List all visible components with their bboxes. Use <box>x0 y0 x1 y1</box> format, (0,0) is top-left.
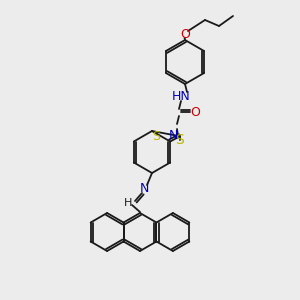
Text: O: O <box>190 106 200 118</box>
Text: N: N <box>139 182 149 196</box>
Text: S: S <box>152 130 160 143</box>
Text: HN: HN <box>172 89 190 103</box>
Text: O: O <box>180 28 190 40</box>
Text: H: H <box>124 198 132 208</box>
Text: S: S <box>176 133 184 147</box>
Text: N: N <box>169 129 178 142</box>
